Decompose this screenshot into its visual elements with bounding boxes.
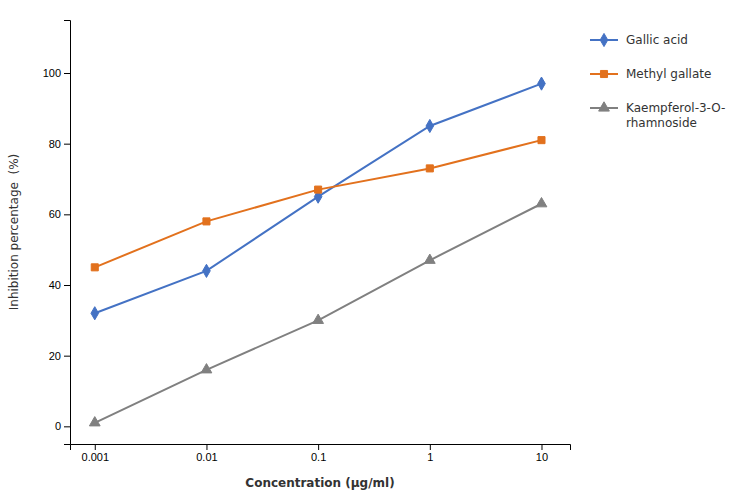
legend-marker [600,70,607,77]
legend-label: Methyl gallate [626,67,711,81]
axis-line [71,445,571,451]
point [201,364,212,373]
tick-mark [206,444,207,450]
tick-mark [64,144,70,145]
legend-item: Kaempferol-3-O-rhamnoside [590,101,725,129]
tick: 0.001 [82,444,110,463]
tick-mark [430,444,431,450]
tick-label: 60 [49,208,61,220]
tick-label: 20 [49,350,61,362]
tick-label: 0.1 [311,451,326,463]
legend-marker [600,33,608,46]
tick-mark [318,444,319,450]
point [426,165,433,172]
series-line [95,84,542,314]
tick: 80 [49,138,70,150]
legend-label: Kaempferol-3-O-rhamnoside [626,101,725,129]
tick-mark [64,426,70,427]
tick-label: 0.01 [196,451,217,463]
plot-area: 0.0010.010.1110020406080100 [43,21,571,463]
legend-item: Methyl gallate [590,67,711,81]
legend-item: Gallic acid [590,33,688,47]
tick-label: 0 [55,420,61,432]
tick-label: 80 [49,138,61,150]
tick: 0.01 [196,444,217,463]
legend: Gallic acid Methyl gallate Kaempferol-3-O-… [590,33,725,129]
point [538,137,545,144]
series-line [95,204,542,423]
point [426,119,434,132]
marks [89,77,546,426]
tick-mark [64,214,70,215]
tick-label: 0.001 [82,451,110,463]
legend-marker [599,102,610,111]
tick-mark [64,356,70,357]
tick: 40 [49,279,70,291]
point [315,186,322,193]
tick-mark [64,285,70,286]
tick-label: 1 [427,451,433,463]
chart: 0.0010.010.1110020406080100Concentration… [0,0,750,499]
tick-label: 40 [49,279,61,291]
point [313,314,324,323]
point [203,218,210,225]
x-axis: 0.001 0.01 0.1 1 10 [71,444,571,463]
tick: 0 [55,420,70,432]
point [424,254,435,263]
tick: 20 [49,350,70,362]
y-axis-title: Inhibition percentage (%) [7,154,21,311]
tick-mark [541,444,542,450]
point [536,198,547,207]
point [203,264,211,277]
tick: 100 [43,67,70,79]
point [538,77,546,90]
tick-mark [64,73,70,74]
point [91,264,98,271]
point [91,307,99,320]
point [89,417,100,426]
tick-mark [95,444,96,450]
axis-line [64,21,71,445]
tick: 60 [49,208,70,220]
x-axis-title: Concentration (μg/ml) [245,476,394,490]
tick: 1 [427,444,433,463]
tick: 0.1 [311,444,326,463]
tick-label: 100 [43,67,61,79]
y-axis: 0 20 40 60 80 100 [43,21,71,445]
tick: 10 [536,444,548,463]
legend-label: Gallic acid [626,33,688,47]
series-line [95,140,542,267]
tick-label: 10 [536,451,548,463]
